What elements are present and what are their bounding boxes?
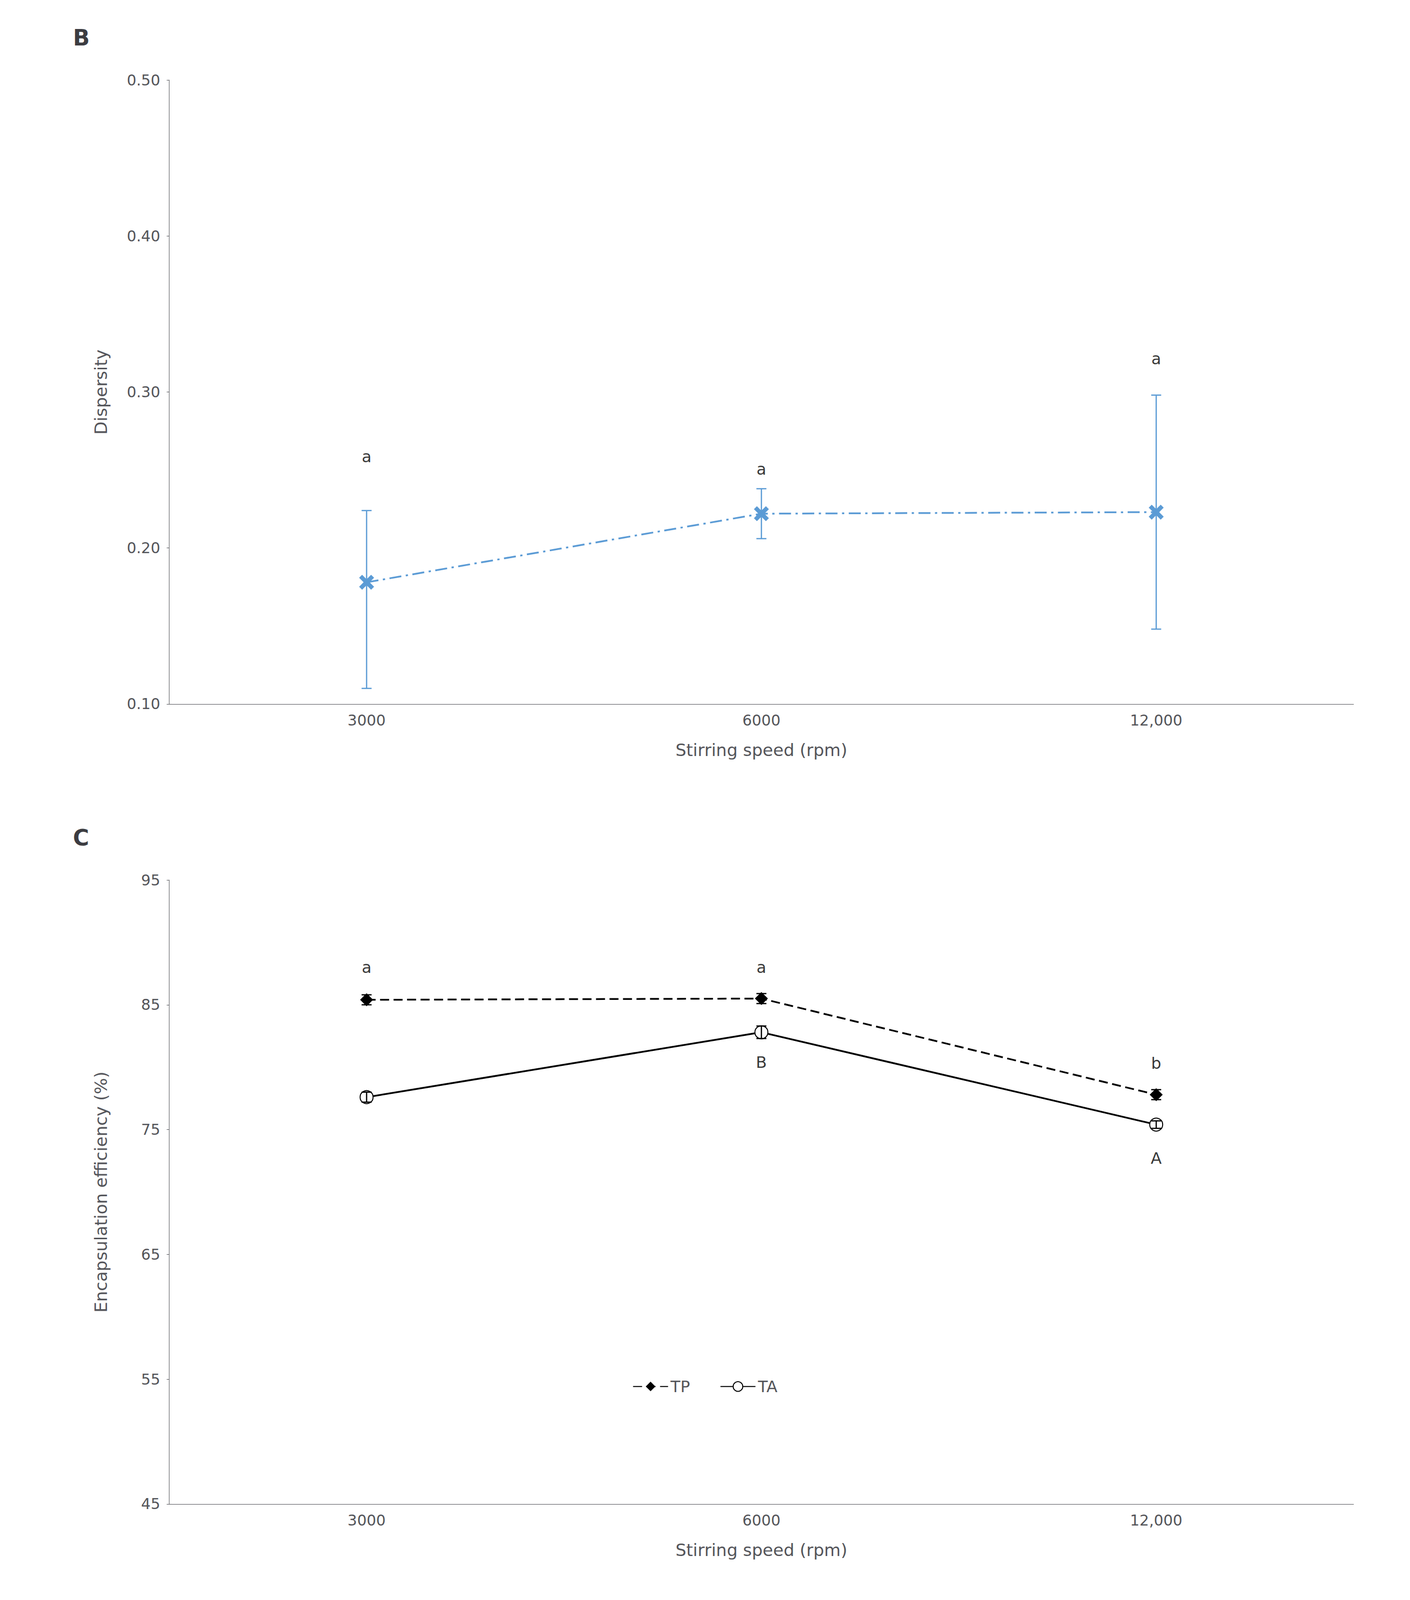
- svg-text:Stirring speed (rpm): Stirring speed (rpm): [675, 740, 848, 761]
- svg-text:A: A: [1150, 1149, 1162, 1169]
- svg-text:a: a: [1151, 349, 1162, 369]
- svg-text:3000: 3000: [347, 711, 386, 730]
- svg-text:b: b: [1151, 1054, 1162, 1074]
- svg-text:Encapsulation efficiency (%): Encapsulation efficiency (%): [90, 1071, 111, 1313]
- svg-text:12,000: 12,000: [1130, 711, 1183, 730]
- svg-text:TA: TA: [757, 1377, 778, 1397]
- svg-text:a: a: [361, 447, 372, 467]
- svg-text:0.40: 0.40: [126, 227, 161, 245]
- svg-text:55: 55: [140, 1371, 160, 1389]
- svg-text:0.30: 0.30: [126, 383, 161, 401]
- svg-text:TP: TP: [670, 1377, 691, 1397]
- svg-text:0.20: 0.20: [126, 539, 161, 557]
- svg-text:a: a: [361, 958, 372, 978]
- svg-text:65: 65: [140, 1246, 160, 1264]
- svg-text:6000: 6000: [742, 1511, 781, 1530]
- svg-text:75: 75: [140, 1121, 160, 1139]
- svg-text:C: C: [72, 825, 89, 851]
- svg-text:0.10: 0.10: [126, 695, 161, 713]
- svg-text:0.50: 0.50: [126, 71, 161, 89]
- svg-text:3000: 3000: [347, 1511, 386, 1530]
- svg-text:B: B: [755, 1053, 767, 1073]
- svg-text:85: 85: [140, 996, 160, 1014]
- svg-text:45: 45: [140, 1495, 160, 1513]
- svg-text:12,000: 12,000: [1130, 1511, 1183, 1530]
- svg-text:Stirring speed (rpm): Stirring speed (rpm): [675, 1540, 848, 1561]
- svg-text:Dispersity: Dispersity: [90, 349, 111, 435]
- svg-text:a: a: [756, 459, 767, 479]
- svg-text:6000: 6000: [742, 711, 781, 730]
- svg-text:B: B: [72, 24, 90, 51]
- svg-text:95: 95: [140, 871, 160, 890]
- svg-text:a: a: [756, 958, 767, 978]
